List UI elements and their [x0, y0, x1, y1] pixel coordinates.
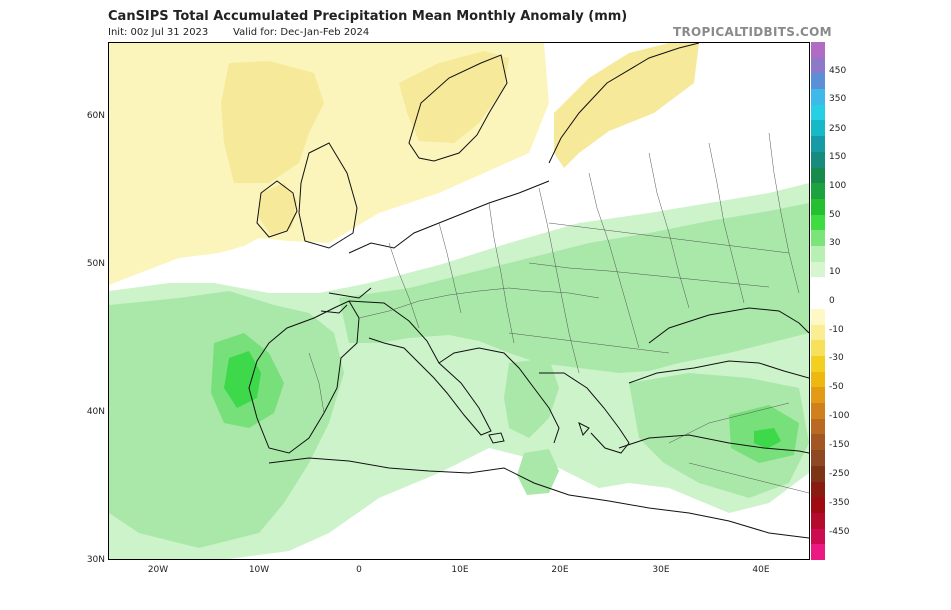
map-canvas — [109, 43, 809, 559]
lon-label-20w: 20W — [147, 565, 169, 575]
wet-anomaly-mid-italy — [504, 358, 559, 438]
political-borders — [308, 132, 809, 494]
colorbar-tick-label: 250 — [829, 124, 847, 134]
lat-label-40n: 40N — [86, 407, 105, 417]
colorbar-tick-label: -10 — [829, 325, 844, 335]
colorbar-segment — [811, 246, 825, 263]
dry-anomaly-north-east — [554, 43, 699, 168]
colorbar-segment — [811, 261, 825, 278]
colorbar-segment — [811, 136, 825, 153]
colorbar-tick-label: -50 — [829, 382, 844, 392]
colorbar-segment — [811, 497, 825, 514]
colorbar-tick-label: 150 — [829, 152, 847, 162]
lon-label-30e: 30E — [652, 565, 670, 575]
colorbar-segment — [811, 214, 825, 231]
colorbar-tick-label: -250 — [829, 469, 850, 479]
colorbar-segment — [811, 403, 825, 420]
valid-period: Valid for: Dec-Jan-Feb 2024 — [233, 27, 370, 38]
colorbar-segment — [811, 528, 825, 545]
colorbar-tick-label: -150 — [829, 440, 850, 450]
colorbar — [811, 42, 825, 561]
colorbar-tick-label: 50 — [829, 210, 841, 220]
colorbar-tick-label: -30 — [829, 353, 844, 363]
colorbar-segment — [811, 387, 825, 404]
colorbar-segment — [811, 481, 825, 498]
brand-watermark: TROPICALTIDBITS.COM — [673, 25, 832, 39]
colorbar-segment — [811, 167, 825, 184]
colorbar-segment — [811, 73, 825, 90]
colorbar-segment — [811, 340, 825, 357]
colorbar-segment — [811, 465, 825, 482]
wet-anomaly-mid-east — [629, 373, 809, 498]
wet-anomaly-mid-europe — [339, 203, 809, 373]
colorbar-segment — [811, 104, 825, 121]
colorbar-segment — [811, 277, 825, 294]
lat-label-50n: 50N — [86, 259, 105, 269]
colorbar-segment — [811, 198, 825, 216]
precipitation-anomaly-map — [108, 42, 810, 560]
colorbar-segment — [811, 293, 825, 310]
colorbar-segment — [811, 57, 825, 74]
colorbar-tick-label: -100 — [829, 411, 850, 421]
colorbar-tick-label: 10 — [829, 267, 841, 277]
lat-label-60n: 60N — [86, 111, 105, 121]
colorbar-segment — [811, 418, 825, 435]
lat-label-30n: 30N — [86, 555, 105, 565]
colorbar-tick-label: -450 — [829, 527, 850, 537]
colorbar-segment — [811, 512, 825, 530]
map-title: CanSIPS Total Accumulated Precipitation … — [108, 9, 628, 24]
colorbar-segment — [811, 120, 825, 137]
wet-anomaly-core-portugal — [224, 351, 261, 408]
colorbar-tick-label: 100 — [829, 181, 847, 191]
colorbar-tick-label: 350 — [829, 94, 847, 104]
colorbar-segment — [811, 230, 825, 247]
colorbar-tick-label: 30 — [829, 238, 841, 248]
dry-anomaly-ireland — [259, 183, 297, 235]
lon-label-10e: 10E — [451, 565, 469, 575]
colorbar-segment — [811, 183, 825, 200]
colorbar-segment — [811, 89, 825, 106]
wet-anomaly-north-africa-spot — [517, 449, 559, 495]
dry-anomaly-scandinavia — [399, 51, 509, 143]
colorbar-tick-label: 450 — [829, 66, 847, 76]
colorbar-segment — [811, 151, 825, 169]
colorbar-segment — [811, 450, 825, 467]
colorbar-tick-label: 0 — [829, 296, 835, 306]
colorbar-segment — [811, 371, 825, 388]
colorbar-segment — [811, 42, 825, 59]
dry-anomaly-core-west — [221, 61, 324, 183]
colorbar-segment — [811, 324, 825, 341]
colorbar-segment — [811, 308, 825, 326]
coastlines — [248, 43, 809, 539]
wet-anomaly-core-east — [754, 428, 781, 449]
colorbar-tick-label: -350 — [829, 498, 850, 508]
colorbar-segment — [811, 434, 825, 451]
lon-label-40e: 40E — [752, 565, 770, 575]
init-time: Init: 00z Jul 31 2023 — [108, 27, 209, 38]
lon-label-0: 0 — [356, 565, 362, 575]
colorbar-segment — [811, 355, 825, 373]
lon-label-20e: 20E — [551, 565, 569, 575]
colorbar-segment — [811, 544, 825, 561]
lon-label-10w: 10W — [248, 565, 270, 575]
